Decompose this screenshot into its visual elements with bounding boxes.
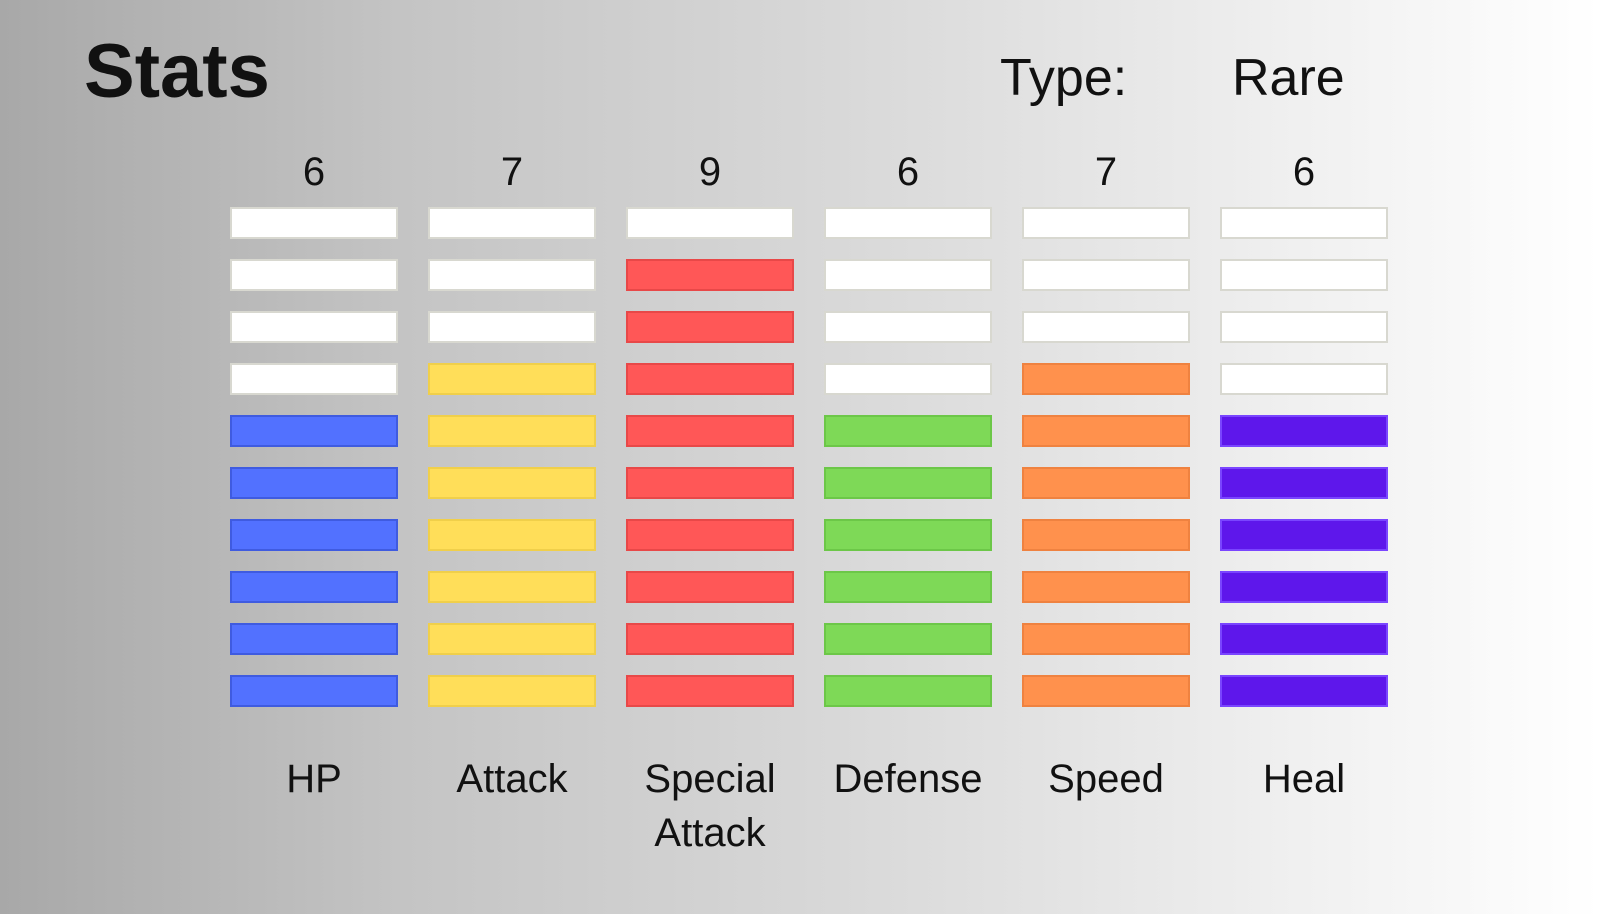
stat-bar-empty bbox=[626, 207, 794, 239]
stat-name-speed: Speed bbox=[1048, 757, 1164, 801]
stat-column-defense: 6 Defense bbox=[824, 0, 992, 914]
stat-bars-defense bbox=[824, 207, 992, 727]
stat-bar-filled bbox=[1022, 675, 1190, 707]
stat-bars-speed bbox=[1022, 207, 1190, 727]
stat-column-hp: 6 HP bbox=[230, 0, 398, 914]
stat-bar-filled bbox=[230, 467, 398, 499]
stat-bar-filled bbox=[428, 415, 596, 447]
stat-bar-filled bbox=[230, 675, 398, 707]
stat-bar-filled bbox=[626, 623, 794, 655]
stat-bar-filled bbox=[230, 571, 398, 603]
stat-bar-empty bbox=[1220, 259, 1388, 291]
stat-bar-filled bbox=[1220, 467, 1388, 499]
stat-bar-filled bbox=[230, 623, 398, 655]
stat-bar-filled bbox=[824, 623, 992, 655]
stat-bars-attack bbox=[428, 207, 596, 727]
title: Stats bbox=[84, 29, 270, 114]
stat-name-defense: Defense bbox=[833, 757, 983, 801]
stat-bar-empty bbox=[1022, 311, 1190, 343]
stat-bar-empty bbox=[1220, 207, 1388, 239]
stat-bar-empty bbox=[824, 207, 992, 239]
stat-bar-filled bbox=[1022, 623, 1190, 655]
stat-bar-filled bbox=[626, 259, 794, 291]
stat-bar-filled bbox=[1220, 571, 1388, 603]
stat-name-hp: HP bbox=[286, 757, 342, 801]
stat-bar-filled bbox=[428, 363, 596, 395]
stat-bar-filled bbox=[1220, 519, 1388, 551]
type-value: Rare bbox=[1232, 49, 1345, 107]
stat-bar-filled bbox=[230, 519, 398, 551]
stat-bar-empty bbox=[824, 311, 992, 343]
stat-bar-filled bbox=[1022, 363, 1190, 395]
stat-value-attack: 7 bbox=[500, 150, 524, 194]
stat-bar-filled bbox=[428, 467, 596, 499]
stat-bar-filled bbox=[626, 311, 794, 343]
stat-bar-filled bbox=[1022, 571, 1190, 603]
stat-bar-filled bbox=[1022, 415, 1190, 447]
stat-bars-special-attack bbox=[626, 207, 794, 727]
stat-bar-filled bbox=[626, 415, 794, 447]
stat-bar-filled bbox=[1022, 519, 1190, 551]
stat-bar-filled bbox=[626, 363, 794, 395]
stat-value-speed: 7 bbox=[1094, 150, 1118, 194]
stat-bar-filled bbox=[1220, 675, 1388, 707]
stat-bar-empty bbox=[1220, 311, 1388, 343]
stat-bar-filled bbox=[824, 675, 992, 707]
type-label: Type: bbox=[1000, 49, 1128, 107]
stat-name-special-attack: Special Attack bbox=[644, 757, 776, 855]
stat-value-heal: 6 bbox=[1292, 150, 1316, 194]
stat-bar-empty bbox=[1022, 259, 1190, 291]
stat-bar-filled bbox=[230, 415, 398, 447]
stat-bar-filled bbox=[824, 519, 992, 551]
stat-name-heal: Heal bbox=[1262, 757, 1346, 801]
stat-value-special-attack: 9 bbox=[698, 150, 722, 194]
stat-bar-empty bbox=[230, 363, 398, 395]
stat-bar-empty bbox=[230, 207, 398, 239]
stat-bar-empty bbox=[230, 259, 398, 291]
stat-bars-hp bbox=[230, 207, 398, 727]
stat-bar-filled bbox=[824, 467, 992, 499]
stat-value-defense: 6 bbox=[896, 150, 920, 194]
stat-bar-filled bbox=[1022, 467, 1190, 499]
stat-bar-filled bbox=[428, 571, 596, 603]
stat-bar-empty bbox=[230, 311, 398, 343]
stat-bar-filled bbox=[626, 571, 794, 603]
stat-bar-empty bbox=[428, 259, 596, 291]
stat-bar-filled bbox=[428, 519, 596, 551]
stat-bar-filled bbox=[626, 675, 794, 707]
stat-bar-empty bbox=[824, 363, 992, 395]
stat-name-attack: Attack bbox=[456, 757, 568, 801]
stat-column-attack: 7 Attack bbox=[428, 0, 596, 914]
stat-bars-heal bbox=[1220, 207, 1388, 727]
stat-value-hp: 6 bbox=[302, 150, 326, 194]
stat-column-speed: 7 Speed bbox=[1022, 0, 1190, 914]
stat-bar-empty bbox=[824, 259, 992, 291]
stat-bar-filled bbox=[428, 623, 596, 655]
stat-bar-filled bbox=[626, 467, 794, 499]
stat-bar-filled bbox=[824, 571, 992, 603]
stat-bar-empty bbox=[1220, 363, 1388, 395]
stat-bar-filled bbox=[428, 675, 596, 707]
stat-bar-empty bbox=[428, 311, 596, 343]
stat-column-heal: 6 Heal bbox=[1220, 0, 1388, 914]
stat-bar-filled bbox=[1220, 415, 1388, 447]
stat-bar-empty bbox=[428, 207, 596, 239]
stat-bar-filled bbox=[626, 519, 794, 551]
stat-bar-empty bbox=[1022, 207, 1190, 239]
stat-bar-filled bbox=[1220, 623, 1388, 655]
stat-bar-filled bbox=[824, 415, 992, 447]
stat-column-special-attack: 9 Special Attack bbox=[626, 0, 794, 914]
